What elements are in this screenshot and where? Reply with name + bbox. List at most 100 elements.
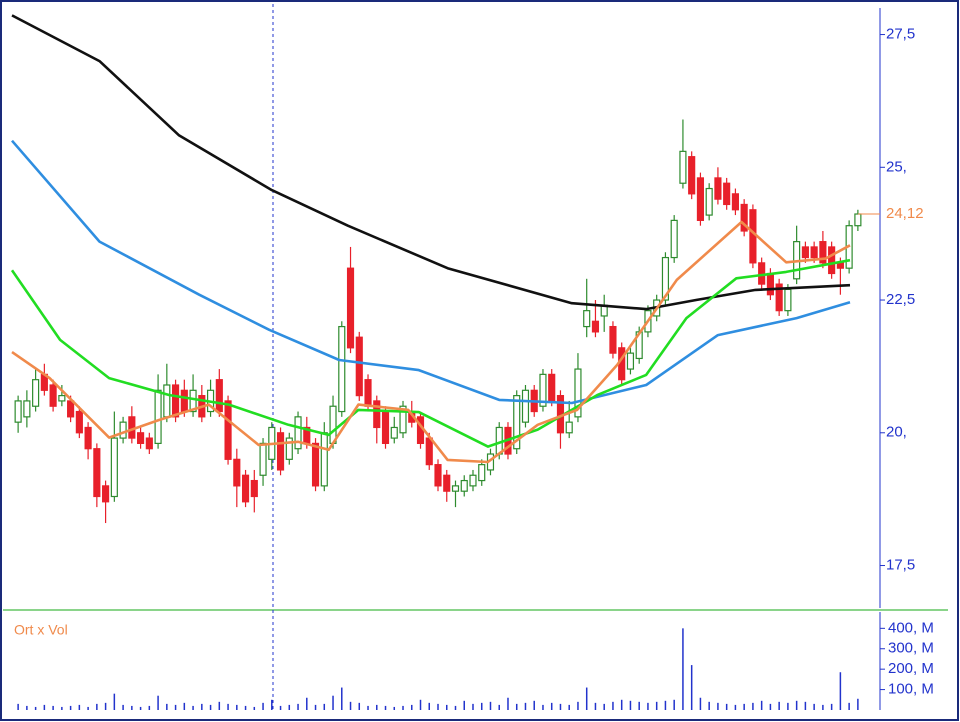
- moving-average-line: [11, 139, 851, 405]
- volume-bar: [857, 698, 859, 710]
- volume-bar: [227, 703, 229, 710]
- y-tick-label: 22,5: [886, 291, 915, 308]
- y-tick-label: 400, M: [888, 619, 934, 636]
- volume-bar: [332, 695, 334, 710]
- volume-bar: [822, 704, 824, 710]
- volume-bar: [402, 705, 404, 710]
- volume-bar: [131, 705, 133, 710]
- candle-body: [215, 379, 223, 413]
- candle-body: [425, 437, 433, 466]
- volume-bar: [253, 706, 256, 710]
- candle-body: [696, 177, 705, 221]
- volume-bar: [708, 701, 710, 710]
- volume-bar: [489, 701, 492, 710]
- candle-body: [565, 421, 573, 434]
- candle-body: [381, 410, 390, 444]
- volume-bar: [218, 701, 221, 710]
- volume-bar: [454, 705, 457, 710]
- volume-bar: [87, 706, 89, 710]
- volume-bar: [690, 665, 693, 710]
- volume-bar: [533, 700, 535, 710]
- volume-bar: [341, 687, 343, 710]
- y-tick-label: 300, M: [888, 640, 934, 657]
- candle-body: [163, 384, 171, 418]
- volume-bar: [122, 704, 124, 710]
- volume-bar: [288, 704, 291, 710]
- volume-bar: [752, 702, 754, 710]
- volume-bar: [262, 702, 264, 710]
- candle-body: [609, 325, 617, 354]
- candle-body: [399, 405, 407, 434]
- volume-bar: [209, 704, 212, 710]
- candle-body: [731, 193, 739, 211]
- volume-bar: [463, 700, 465, 710]
- volume-bar: [113, 693, 116, 710]
- candle-body: [14, 400, 22, 423]
- volume-bar: [183, 702, 186, 710]
- volume-bar: [682, 628, 684, 710]
- volume-bar: [297, 703, 299, 710]
- candle-body: [714, 177, 722, 200]
- candle-body: [749, 209, 757, 264]
- moving-average-line: [11, 14, 851, 311]
- candle-body: [110, 437, 118, 498]
- volume-bar: [795, 700, 798, 710]
- candle-body: [32, 379, 40, 407]
- candle-body: [443, 474, 451, 492]
- candle-body: [93, 448, 101, 498]
- volume-bar: [620, 699, 623, 710]
- volume-bar: [568, 704, 570, 710]
- volume-bar: [52, 705, 54, 710]
- candle-body: [189, 389, 197, 413]
- volume-bar: [43, 704, 46, 710]
- candle-body: [137, 432, 145, 444]
- candle-body: [250, 479, 258, 498]
- volume-bar: [148, 705, 151, 710]
- volume-bar: [166, 703, 168, 710]
- volume-bar: [358, 702, 361, 710]
- volume-bar: [323, 703, 326, 710]
- candle-body: [705, 187, 713, 216]
- candle-body: [102, 485, 110, 503]
- candle-body: [224, 400, 232, 460]
- volume-bar: [445, 704, 448, 710]
- volume-bar: [61, 706, 63, 710]
- candle-body: [75, 410, 83, 434]
- volume-bar: [17, 703, 19, 710]
- y-tick-label: 200, M: [888, 660, 934, 677]
- volume-bar: [655, 701, 658, 710]
- volume-bar: [629, 700, 632, 710]
- volume-bar: [787, 702, 789, 710]
- volume-bar: [638, 701, 640, 710]
- volume-bar: [69, 705, 72, 710]
- candle-body: [591, 320, 600, 333]
- candle-body: [775, 283, 783, 312]
- volume-bar: [349, 701, 352, 710]
- volume-bar: [804, 701, 807, 710]
- volume-bar: [139, 706, 142, 710]
- candle-body: [723, 182, 731, 206]
- candle-body: [180, 389, 188, 413]
- candle-body: [819, 241, 827, 264]
- volume-bar: [279, 705, 282, 710]
- volume-bar: [419, 699, 422, 710]
- volume-bar: [306, 697, 308, 710]
- candle-body: [338, 325, 346, 413]
- volume-bar: [542, 704, 544, 710]
- volume-bar: [559, 703, 562, 710]
- y-tick-label: 100, M: [888, 681, 934, 698]
- candle-body: [513, 395, 521, 450]
- volume-bar: [428, 702, 431, 710]
- volume-bar: [78, 704, 81, 710]
- candle-body: [373, 400, 381, 429]
- volume-bar: [830, 703, 833, 710]
- candle-body: [583, 310, 591, 328]
- candle-body: [346, 267, 355, 349]
- candle-body: [84, 426, 92, 450]
- candle-body: [460, 479, 468, 492]
- volume-bar: [384, 705, 387, 710]
- volume-bar: [550, 702, 553, 710]
- candle-body: [766, 272, 774, 296]
- volume-bar: [603, 703, 605, 710]
